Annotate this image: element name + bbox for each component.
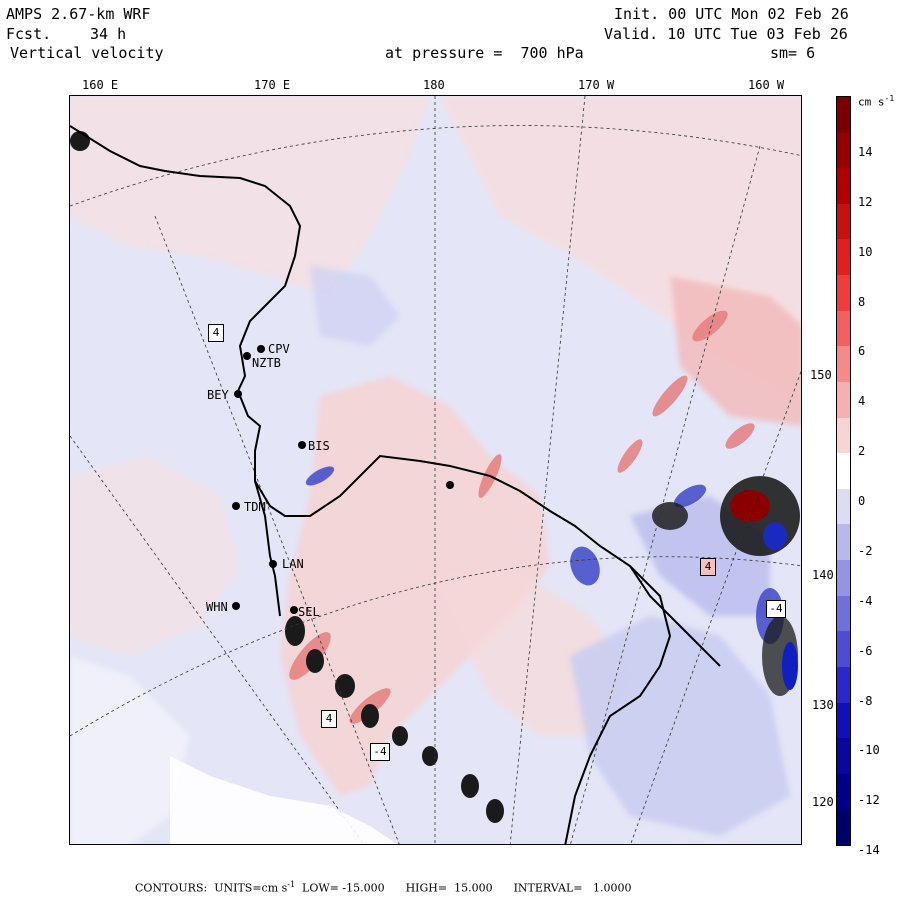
valid-time: Valid. 10 UTC Tue 03 Feb 26 [604, 25, 848, 43]
station-label-bis: BIS [308, 439, 330, 453]
colorbar-tick-label: 8 [858, 294, 866, 309]
lon-label-180: 180 [423, 78, 445, 92]
colorbar-segment [837, 738, 850, 775]
colorbar-segment [837, 97, 850, 134]
colorbar-tick-label: -12 [858, 793, 880, 808]
contour-label-box: 4 [321, 710, 337, 728]
station-label-whn: WHN [206, 600, 228, 614]
station-dot-sel [290, 606, 298, 614]
contour-label-box: -4 [766, 600, 786, 618]
contour-label-box: 4 [700, 558, 716, 576]
init-time: Init. 00 UTC Mon 02 Feb 26 [614, 5, 849, 23]
station-dot-bey [234, 390, 242, 398]
colorbar-segment [837, 346, 850, 383]
station-label-nztb: NZTB [252, 356, 281, 370]
lon-label-160e: 160 E [82, 78, 119, 92]
colorbar-tick-label: 12 [858, 194, 873, 209]
lon-label-170w: 170 W [578, 78, 615, 92]
colorbar-segment [837, 417, 850, 454]
colorbar-tick-label: 10 [858, 244, 873, 259]
colorbar-tick-label: -2 [858, 543, 873, 558]
colorbar-segment [837, 560, 850, 597]
colorbar-segment [837, 203, 850, 240]
contour-info: CONTOURS: UNITS=cm s-1 LOW= -15.000 HIGH… [135, 880, 632, 895]
colorbar-tick-label: -6 [858, 643, 873, 658]
colorbar-tick-label: -4 [858, 593, 873, 608]
forecast-hour: 34 h [90, 25, 127, 43]
station-dot-tdm [232, 502, 240, 510]
positive-velocity-regions [70, 96, 801, 796]
colorbar-tick-label: 14 [858, 144, 873, 159]
colorbar-segment [837, 631, 850, 668]
station-dot-bis [298, 441, 306, 449]
contour-label-box: -4 [370, 743, 390, 761]
colorbar-segment [837, 524, 850, 561]
colorbar-tick-label: 6 [858, 344, 866, 359]
colorbar-segment [837, 275, 850, 312]
vertical-velocity-map [70, 96, 801, 844]
colorbar-tick-label: -8 [858, 693, 873, 708]
lon-label-160w: 160 W [748, 78, 785, 92]
field-name: Vertical velocity [10, 44, 164, 62]
colorbar [836, 96, 851, 846]
colorbar-tick-label: 2 [858, 444, 866, 459]
station-dot-cpv [257, 345, 265, 353]
land-mask [170, 756, 397, 844]
colorbar-tick-label: -10 [858, 743, 880, 758]
colorbar-segment [837, 666, 850, 703]
station-dot-nztb [243, 352, 251, 360]
station-dot-unlabeled [446, 481, 454, 489]
colorbar-segment [837, 702, 850, 739]
station-label-tdm: TDM [244, 500, 266, 514]
colorbar-segment [837, 595, 850, 632]
station-label-lan: LAN [282, 557, 304, 571]
coastline [70, 125, 721, 844]
station-dot-lan [269, 560, 277, 568]
colorbar-tick-label: 4 [858, 394, 866, 409]
convective-cell-cluster [652, 476, 800, 696]
model-title: AMPS 2.67-km WRF [6, 5, 151, 23]
forecast-label: Fcst. [6, 25, 52, 43]
colorbar-segment [837, 809, 850, 846]
pressure-level: at pressure = 700 hPa [385, 44, 584, 62]
colorbar-segment [837, 239, 850, 276]
station-label-sel: SEL [298, 605, 320, 619]
station-label-bey: BEY [207, 388, 229, 402]
colorbar-segment [837, 132, 850, 169]
station-dot-whn [232, 602, 240, 610]
colorbar-tick-label: -14 [858, 843, 880, 858]
colorbar-segment [837, 773, 850, 810]
colorbar-segment [837, 453, 850, 490]
contour-label-box: 4 [208, 324, 224, 342]
lon-label-170e: 170 E [254, 78, 291, 92]
colorbar-segment [837, 310, 850, 347]
colorbar-segment [837, 488, 850, 525]
map-panel [69, 95, 802, 845]
smoothing-label: sm= 6 [770, 44, 816, 62]
colorbar-tick-label: 0 [858, 494, 866, 509]
colorbar-segment [837, 168, 850, 205]
station-label-cpv: CPV [268, 342, 290, 356]
mountain-contour-chain [70, 131, 504, 823]
colorbar-units: cm s-1 [858, 94, 895, 109]
colorbar-segment [837, 381, 850, 419]
